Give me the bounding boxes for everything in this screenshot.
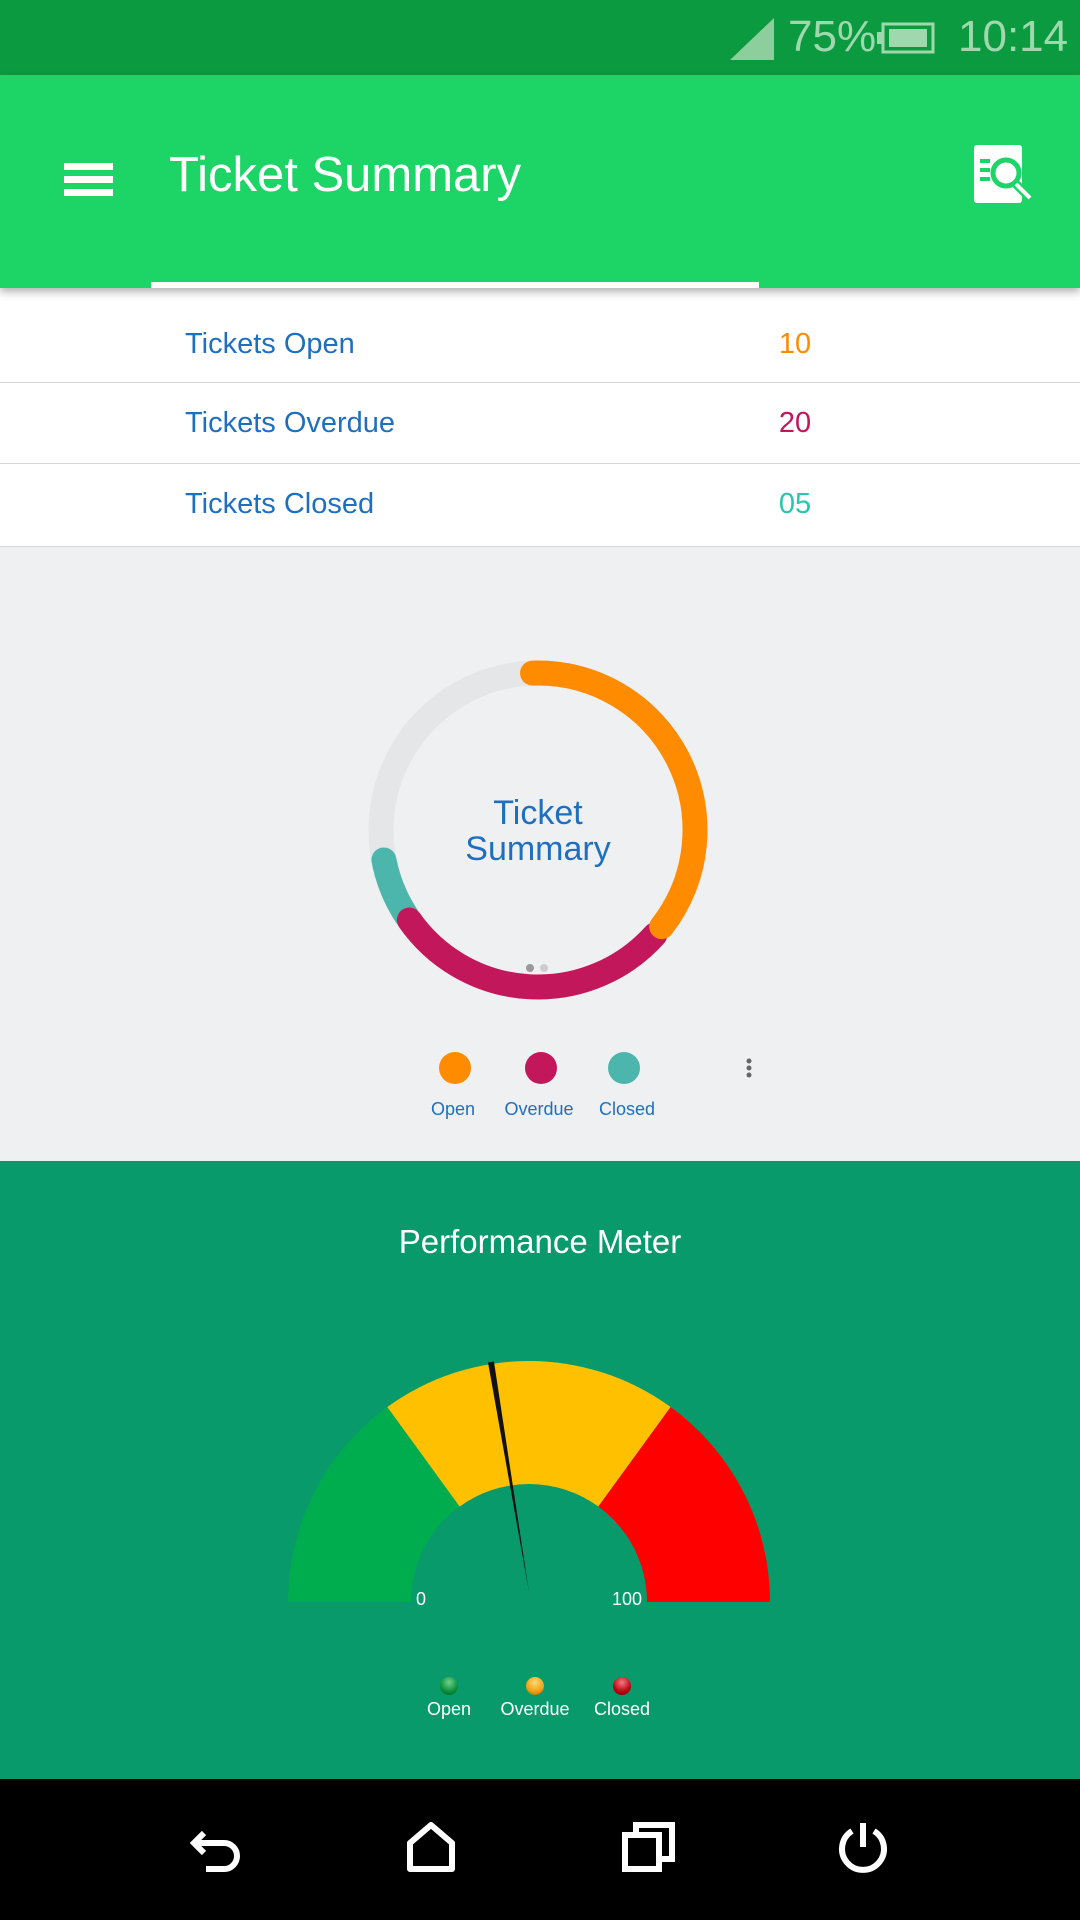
row-value: 20	[778, 407, 812, 439]
hamburger-icon	[64, 163, 113, 170]
more-options-icon[interactable]	[743, 1057, 755, 1081]
performance-gauge	[288, 1361, 770, 1602]
legend-label-overdue: Overdue	[504, 1099, 574, 1119]
tab-indicator	[151, 282, 759, 288]
page-title: Ticket Summary	[169, 148, 522, 202]
legend-label-closed: Closed	[598, 1099, 656, 1119]
navigation-bar	[0, 1779, 1080, 1920]
performance-section: Performance Meter 0 100 Open Overdue Clo…	[0, 1161, 1080, 1779]
gauge-band-2	[598, 1407, 770, 1602]
donut-section: Ticket Summary Open Overdue Closed	[0, 547, 1080, 1161]
battery-icon	[877, 22, 935, 54]
summary-row-open[interactable]: Tickets Open 10	[0, 288, 1080, 383]
gauge-max-label: 100	[612, 1589, 643, 1609]
performance-title: Performance Meter	[398, 1223, 682, 1260]
gauge-band-1	[387, 1361, 671, 1507]
donut-center-line2: Summary	[465, 830, 611, 868]
donut-segment-closed	[371, 847, 419, 929]
legend-label-open: Open	[430, 1099, 476, 1119]
app-bar: Ticket Summary	[0, 75, 1080, 288]
row-label: Tickets Closed	[185, 488, 375, 520]
donut-segment-overdue	[396, 907, 668, 1000]
gauge-min-label: 0	[416, 1589, 427, 1609]
menu-button[interactable]	[56, 155, 122, 205]
row-label: Tickets Open	[185, 328, 355, 360]
page-dot	[540, 964, 548, 972]
gauge-legend-label-open: Open	[426, 1699, 472, 1719]
gauge-band-0	[288, 1407, 460, 1602]
donut-chart	[368, 660, 708, 1000]
summary-row-overdue[interactable]: Tickets Overdue 20	[0, 383, 1080, 464]
home-icon[interactable]	[406, 1821, 456, 1873]
recents-icon[interactable]	[622, 1821, 676, 1873]
gauge-legend-label-closed: Closed	[593, 1699, 651, 1719]
battery-percent: 75%	[788, 12, 877, 61]
donut-segment-open	[520, 660, 708, 940]
legend-dot-overdue[interactable]	[525, 1052, 557, 1084]
gauge-legend-dot-overdue	[526, 1677, 544, 1695]
donut-center-line1: Ticket	[493, 794, 583, 832]
gauge-needle	[488, 1361, 529, 1592]
gauge-legend-label-overdue: Overdue	[500, 1699, 570, 1719]
donut-center-label: Ticket Summary	[388, 795, 688, 867]
hamburger-line	[64, 176, 113, 183]
legend-dot-closed[interactable]	[608, 1052, 640, 1084]
hamburger-line	[64, 189, 113, 196]
back-icon[interactable]	[190, 1823, 246, 1873]
gauge-legend-dot-open	[440, 1677, 458, 1695]
signal-icon	[730, 18, 774, 60]
clock: 10:14	[958, 12, 1069, 61]
row-value: 05	[778, 488, 812, 520]
page-dot-active	[526, 964, 534, 972]
document-search-icon[interactable]	[972, 145, 1038, 207]
legend-dot-open[interactable]	[439, 1052, 471, 1084]
row-value: 10	[778, 328, 812, 360]
row-label: Tickets Overdue	[185, 407, 396, 439]
gauge-legend-dot-closed	[613, 1677, 631, 1695]
summary-row-closed[interactable]: Tickets Closed 05	[0, 464, 1080, 547]
status-bar: 75% 10:14	[0, 0, 1080, 75]
power-icon[interactable]	[837, 1821, 889, 1873]
